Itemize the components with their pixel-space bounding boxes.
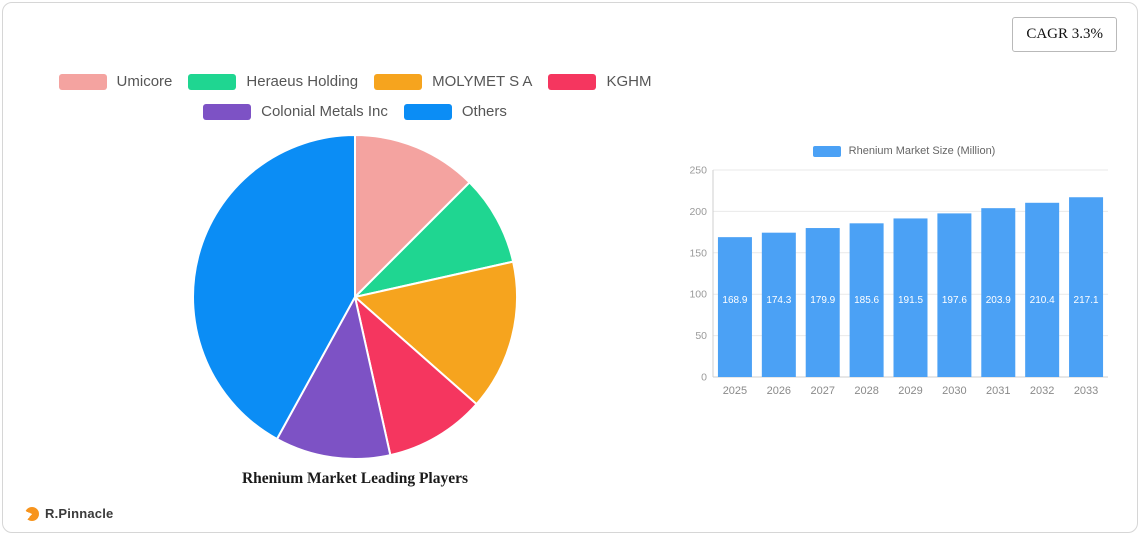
legend-swatch-molymet-s-a [374,73,423,90]
pie-slice-others[interactable] [192,133,356,441]
bar-2030[interactable] [937,213,972,377]
brand-logo: R.Pinnacle [25,506,113,521]
bar-value-label-2029: 191.5 [898,295,923,306]
bar-value-label-2033: 217.1 [1074,295,1099,306]
legend-item-heraeus-holding[interactable]: Heraeus Holding [188,73,358,90]
bar-2026[interactable] [761,232,796,377]
bar-value-label-2027: 179.9 [810,295,835,306]
pie-slice-molymet-s-a[interactable] [352,260,518,406]
y-tick-label: 200 [689,206,707,218]
brand-logo-icon [25,506,39,521]
pie-chart-wrap [35,132,675,462]
legend-swatch-kghm [548,73,597,90]
bar-value-label-2026: 174.3 [766,295,791,306]
legend-label-heraeus-holding: Heraeus Holding [246,73,359,90]
bar-2028[interactable] [849,223,884,377]
bar-legend[interactable]: Rhenium Market Size (Million) [683,145,1125,157]
bar-value-label-2032: 210.4 [1030,295,1055,306]
cagr-label: CAGR 3.3% [1026,26,1103,42]
bar-2033[interactable] [1069,197,1104,377]
charts-container: Umicore Heraeus Holding MOLYMET S A KGHM Col… [3,3,1137,488]
x-tick-label-2029: 2029 [898,385,922,397]
legend-item-umicore[interactable]: Umicore [58,73,173,90]
bar-2027[interactable] [805,228,840,377]
x-tick-label-2031: 2031 [986,385,1010,397]
bar-2029[interactable] [893,218,928,377]
legend-label-others: Others [461,103,507,120]
legend-swatch-umicore [58,73,107,90]
legend-item-others[interactable]: Others [403,103,507,120]
bar-2031[interactable] [981,208,1016,377]
bar-value-label-2025: 168.9 [722,295,747,306]
pie-chart [192,133,518,460]
legend-label-colonial-metals-inc: Colonial Metals Inc [261,103,388,120]
x-tick-label-2027: 2027 [810,385,834,397]
pie-slice-umicore[interactable] [354,133,471,300]
x-tick-label-2025: 2025 [723,385,747,397]
bar-value-label-2028: 185.6 [854,295,879,306]
legend-label-molymet-s-a: MOLYMET S A [432,73,533,90]
bar-chart-panel: Rhenium Market Size (Million) 0 50 100 150 2… [675,3,1125,410]
legend-item-molymet-s-a[interactable]: MOLYMET S A [374,73,532,90]
legend-item-colonial-metals-inc[interactable]: Colonial Metals Inc [203,103,388,120]
pie-slice-heraeus-holding[interactable] [351,181,515,299]
bar-value-label-2031: 203.9 [986,295,1011,306]
y-tick-label: 50 [695,330,707,342]
x-tick-label-2028: 2028 [854,385,878,397]
legend-label-kghm: KGHM [606,73,652,90]
x-tick-label-2033: 2033 [1074,385,1098,397]
pie-slice-kghm[interactable] [353,294,478,457]
y-tick-label: 150 [689,247,707,259]
bar-legend-swatch [812,145,841,157]
legend-label-umicore: Umicore [116,73,173,90]
cagr-badge: CAGR 3.3% [1012,17,1117,52]
bar-legend-label: Rhenium Market Size (Million) [848,145,996,157]
y-tick-label: 100 [689,289,707,301]
legend-swatch-heraeus-holding [188,73,237,90]
pie-chart-title: Rhenium Market Leading Players [241,470,469,487]
y-tick-label: 0 [701,372,707,384]
bar-2025[interactable] [717,237,752,377]
bar-value-label-2030: 197.6 [942,295,967,306]
brand-logo-text: R.Pinnacle [45,506,114,521]
legend-item-kghm[interactable]: KGHM [548,73,651,90]
bar-chart: 0 50 100 150 200 250 168.9 2025 174.3 2026 179.9 20… [689,165,1108,397]
pie-legend: Umicore Heraeus Holding MOLYMET S A KGHM Col… [35,73,675,120]
legend-swatch-others [403,103,452,120]
legend-swatch-colonial-metals-inc [203,103,252,120]
y-tick-label: 250 [689,165,707,177]
bar-2032[interactable] [1025,202,1060,377]
x-tick-label-2032: 2032 [1030,385,1054,397]
pie-slice-colonial-metals-inc[interactable] [275,294,392,460]
x-tick-label-2026: 2026 [767,385,791,397]
pie-chart-panel: Umicore Heraeus Holding MOLYMET S A KGHM Col… [3,3,675,488]
x-tick-label-2030: 2030 [942,385,966,397]
